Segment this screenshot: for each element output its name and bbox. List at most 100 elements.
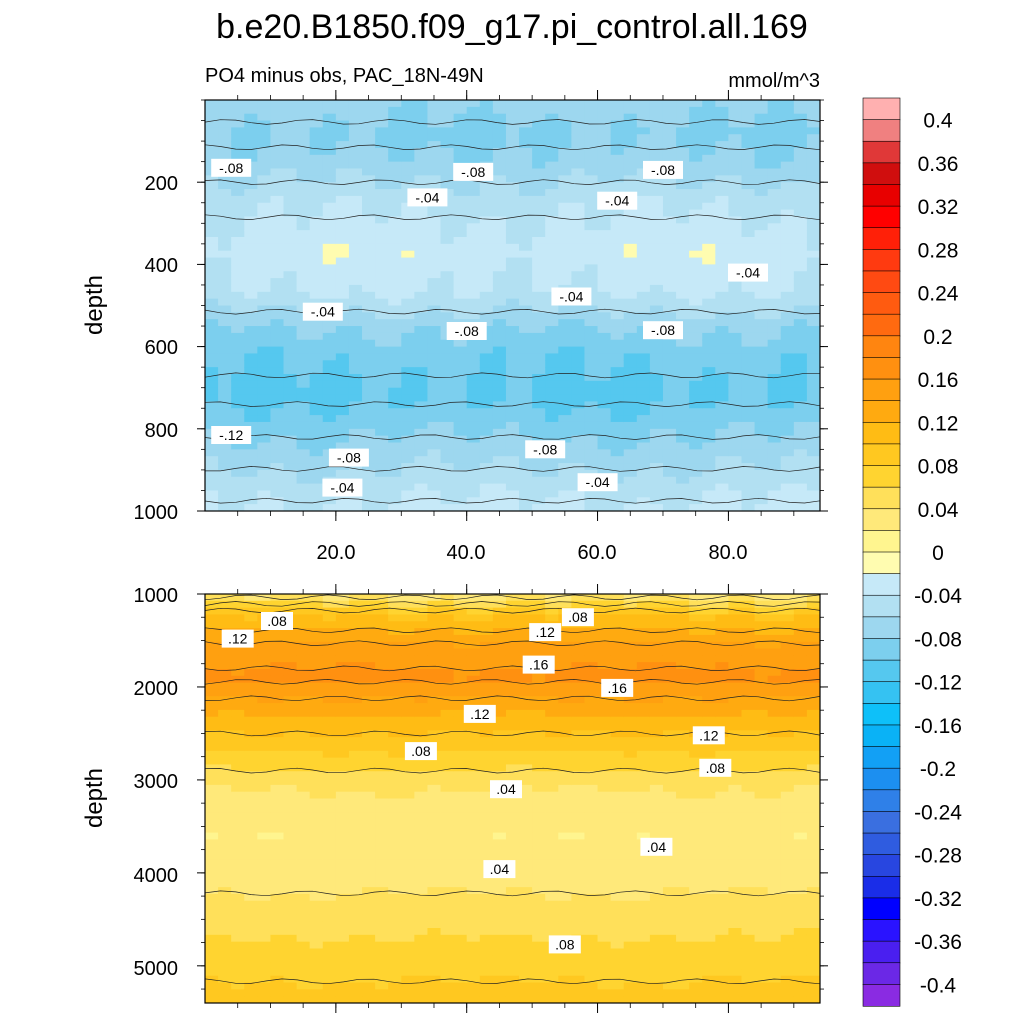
contour-cell bbox=[571, 968, 586, 977]
contour-cell bbox=[362, 127, 376, 135]
contour-cell bbox=[440, 291, 455, 300]
contour-cell bbox=[335, 594, 350, 602]
contour-cell bbox=[636, 154, 651, 163]
contour-cell bbox=[584, 730, 599, 738]
contour-cell bbox=[597, 703, 612, 711]
contour-cell bbox=[806, 113, 820, 122]
contour-cell bbox=[479, 387, 494, 396]
contour-cell bbox=[571, 374, 586, 382]
contour-cell bbox=[440, 859, 455, 868]
contour-cell bbox=[257, 504, 272, 511]
contour-cell bbox=[414, 257, 429, 265]
contour-cell bbox=[610, 621, 625, 629]
contour-cell bbox=[244, 907, 258, 915]
contour-cell bbox=[270, 730, 285, 738]
contour-cell bbox=[519, 463, 533, 471]
contour-cell bbox=[610, 928, 625, 936]
contour-cell bbox=[715, 394, 730, 402]
contour-cell bbox=[453, 982, 468, 990]
contour-cell bbox=[231, 113, 245, 122]
contour-cell bbox=[335, 750, 350, 759]
contour-cell bbox=[218, 750, 232, 759]
contour-cell bbox=[505, 319, 520, 327]
contour-cell bbox=[505, 675, 520, 684]
contour-cell bbox=[466, 154, 481, 163]
contour-cell bbox=[296, 948, 311, 956]
contour-cell bbox=[335, 401, 350, 409]
contour-cell bbox=[205, 921, 219, 929]
contour-cell bbox=[623, 367, 638, 375]
contour-cell bbox=[244, 442, 258, 450]
contour-cell bbox=[427, 996, 442, 1003]
contour-cell bbox=[218, 230, 232, 238]
contour-cell bbox=[610, 332, 625, 341]
contour-cell bbox=[388, 195, 402, 204]
contour-cell bbox=[505, 839, 520, 847]
contour-cell bbox=[532, 291, 546, 300]
contour-cell bbox=[427, 476, 442, 485]
contour-cell bbox=[375, 818, 389, 827]
contour-cell bbox=[519, 100, 533, 108]
contour-cell bbox=[348, 415, 363, 423]
contour-cell bbox=[375, 921, 389, 929]
contour-cell bbox=[427, 387, 442, 396]
contour-cell bbox=[623, 504, 638, 511]
contour-cell bbox=[244, 469, 258, 478]
contour-cell bbox=[283, 962, 298, 970]
contour-cell bbox=[466, 873, 481, 881]
contour-cell bbox=[806, 346, 820, 355]
contour-cell bbox=[231, 250, 245, 259]
contour-cell bbox=[270, 380, 285, 389]
contour-cell bbox=[205, 750, 219, 759]
contour-cell bbox=[440, 387, 455, 396]
contour-cell bbox=[362, 982, 376, 990]
contour-cell bbox=[296, 408, 311, 416]
contour-cell bbox=[702, 243, 716, 252]
lower-filled-contours bbox=[205, 594, 820, 1003]
contour-cell bbox=[440, 866, 455, 875]
contour-cell bbox=[532, 168, 546, 176]
contour-cell bbox=[309, 962, 324, 970]
contour-cell bbox=[401, 614, 415, 622]
contour-cell bbox=[702, 161, 716, 170]
contour-cell bbox=[558, 264, 572, 272]
contour-cell bbox=[662, 305, 677, 313]
contour-cell bbox=[519, 394, 533, 402]
contour-cell bbox=[348, 641, 363, 650]
contour-cell bbox=[205, 189, 219, 197]
contour-cell bbox=[505, 771, 520, 779]
contour-cell bbox=[231, 339, 245, 348]
contour-cell bbox=[584, 106, 599, 115]
contour-cell bbox=[257, 332, 272, 341]
contour-cell bbox=[492, 757, 507, 766]
contour-cell bbox=[492, 113, 507, 122]
contour-cell bbox=[401, 996, 415, 1003]
contour-cell bbox=[362, 161, 376, 170]
contour-cell bbox=[218, 175, 232, 183]
contour-cell bbox=[362, 428, 376, 437]
contour-cell bbox=[362, 189, 376, 197]
contour-cell bbox=[322, 415, 337, 423]
contour-cell bbox=[754, 161, 769, 170]
contour-cell bbox=[610, 408, 625, 416]
contour-cell bbox=[689, 442, 703, 450]
contour-cell bbox=[767, 435, 782, 444]
contour-cell bbox=[309, 435, 324, 444]
contour-cell bbox=[309, 750, 324, 759]
contour-cell bbox=[545, 641, 559, 650]
contour-cell bbox=[597, 223, 612, 231]
contour-cell bbox=[414, 893, 429, 902]
contour-cell bbox=[427, 367, 442, 375]
contour-cell bbox=[244, 934, 258, 943]
contour-cell bbox=[689, 415, 703, 423]
contour-cell bbox=[453, 195, 468, 204]
contour-cell bbox=[505, 271, 520, 279]
contour-cell bbox=[270, 859, 285, 868]
contour-cell bbox=[623, 415, 638, 423]
contour-cell bbox=[453, 360, 468, 368]
contour-cell bbox=[597, 209, 612, 218]
contour-cell bbox=[558, 962, 572, 970]
contour-cell bbox=[348, 271, 363, 279]
contour-cell bbox=[309, 621, 324, 629]
contour-cell bbox=[754, 113, 769, 122]
